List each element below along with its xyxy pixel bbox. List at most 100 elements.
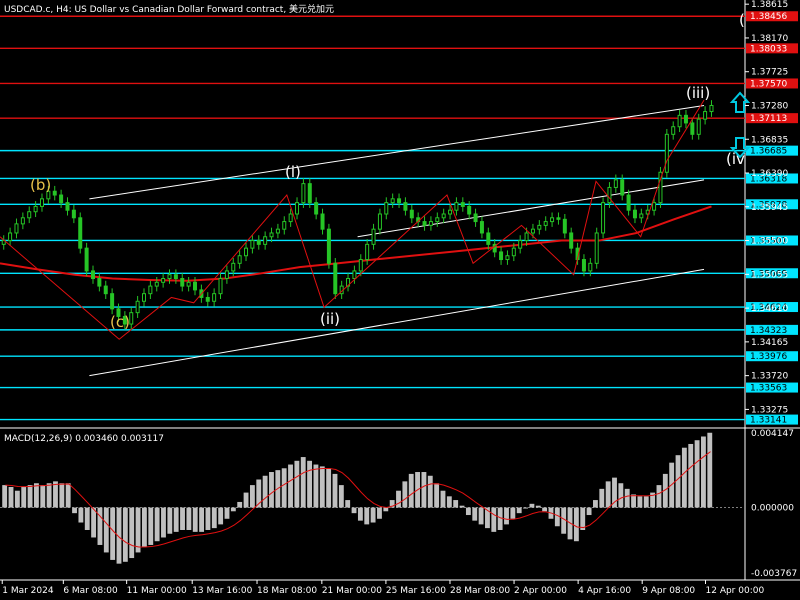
time-axis: 1 Mar 2024 6 Mar 08:00 11 Mar 00:00 13 Mar …	[1, 580, 764, 596]
x-tick-label: 13 Mar 16:00	[192, 586, 252, 596]
horizontal-levels: 1.38456 1.38033 1.37570 1.37113 1.36685 1.363…	[0, 11, 798, 426]
price-level-value: 1.35069	[750, 269, 787, 279]
macd-bar	[33, 483, 39, 508]
wave-label-partial: (	[739, 11, 745, 29]
candle-body	[180, 278, 185, 287]
candle-body	[288, 213, 293, 223]
channel-line	[357, 179, 705, 238]
candle-body	[205, 296, 210, 302]
macd-bar	[294, 460, 300, 508]
wave-path	[0, 99, 705, 340]
macd-bar	[122, 507, 128, 562]
candle-body	[377, 213, 382, 230]
candle-body	[263, 236, 268, 245]
down-arrow-icon	[729, 137, 751, 159]
macd-bar	[154, 507, 160, 542]
candle-body	[530, 228, 535, 234]
candle-body	[301, 183, 306, 204]
macd-bar	[491, 507, 497, 532]
candle-body	[703, 111, 708, 120]
candle-body	[8, 232, 13, 242]
candle-body	[282, 221, 287, 230]
price-level-tag	[746, 414, 798, 425]
macd-bar	[141, 507, 147, 547]
wave-label: (ii)	[320, 310, 340, 328]
x-tick-label: 6 Mar 08:00	[63, 586, 118, 596]
candle-body	[390, 198, 395, 204]
candle-body	[250, 240, 255, 249]
macd-bar	[523, 507, 528, 509]
macd-bar	[599, 488, 605, 508]
chart-title: USDCAD.c, H4: US Dollar vs Canadian Doll…	[4, 3, 334, 15]
macd-bar	[237, 501, 243, 508]
macd-bar	[465, 507, 471, 516]
candle-body	[632, 209, 637, 219]
candle-body	[620, 179, 625, 196]
y-tick-label: 1.38615	[751, 0, 788, 10]
candle-body	[384, 202, 389, 215]
macd-panel: 0.004147 0.000000 -0.003767	[0, 429, 797, 579]
y-tick-label: 1.33275	[751, 405, 788, 415]
macd-bar	[351, 507, 357, 514]
macd-bar	[389, 500, 395, 508]
candle-body	[326, 228, 331, 264]
x-tick-label: 28 Mar 08:00	[450, 586, 510, 596]
candle-body	[479, 221, 484, 234]
candle-body	[97, 278, 102, 287]
macd-bar	[262, 475, 268, 508]
candle-body	[556, 217, 561, 220]
channel-lines	[89, 104, 705, 377]
macd-bar	[618, 483, 624, 508]
macd-scale-label: 0.000000	[751, 504, 794, 514]
macd-bar	[402, 481, 408, 508]
candle-body	[135, 300, 140, 314]
candle-body	[581, 259, 586, 272]
macd-bar	[650, 492, 656, 508]
macd-bar	[97, 507, 103, 545]
macd-bar	[243, 492, 249, 508]
candle-body	[154, 281, 159, 287]
candle-body	[639, 213, 644, 219]
candle-body	[365, 243, 370, 261]
candle-body	[314, 202, 319, 215]
macd-bar	[516, 507, 522, 514]
macd-bar	[224, 507, 230, 519]
price-level-tag	[746, 113, 798, 124]
candle-body	[110, 293, 115, 310]
macd-bar	[459, 505, 465, 508]
price-level-tag	[746, 145, 798, 156]
price-level-value: 1.38033	[750, 44, 787, 54]
x-tick-label: 11 Mar 00:00	[127, 586, 187, 596]
moving-average	[0, 205, 712, 282]
y-tick-label: 1.35500	[751, 237, 788, 247]
macd-bar	[40, 485, 46, 508]
candle-body	[167, 274, 172, 280]
candle-body	[607, 186, 612, 204]
candle-body	[193, 281, 198, 291]
candle-body	[33, 205, 38, 213]
macd-bar	[408, 473, 414, 508]
candle-body	[511, 247, 516, 257]
price-level-tag	[746, 235, 798, 246]
candle-body	[473, 213, 478, 223]
price-level-value: 1.33141	[750, 416, 787, 426]
wave-label: (iii)	[686, 84, 710, 102]
macd-bar	[472, 507, 478, 521]
macd-bar	[573, 507, 579, 542]
macd-bar	[364, 507, 370, 525]
macd-bar	[78, 507, 84, 523]
candle-body	[658, 171, 663, 204]
candle-body	[601, 202, 606, 234]
candle-body	[537, 224, 542, 230]
macd-bar	[637, 496, 643, 508]
x-tick-label: 21 Mar 00:00	[322, 586, 382, 596]
macd-bar	[103, 507, 109, 553]
candle-body	[65, 202, 70, 211]
macd-bar	[116, 507, 122, 564]
candle-body	[90, 270, 95, 280]
wave-label: (b)	[30, 176, 51, 194]
macd-bar	[643, 496, 649, 508]
candle-body	[664, 133, 669, 173]
macd-bar	[377, 507, 382, 519]
